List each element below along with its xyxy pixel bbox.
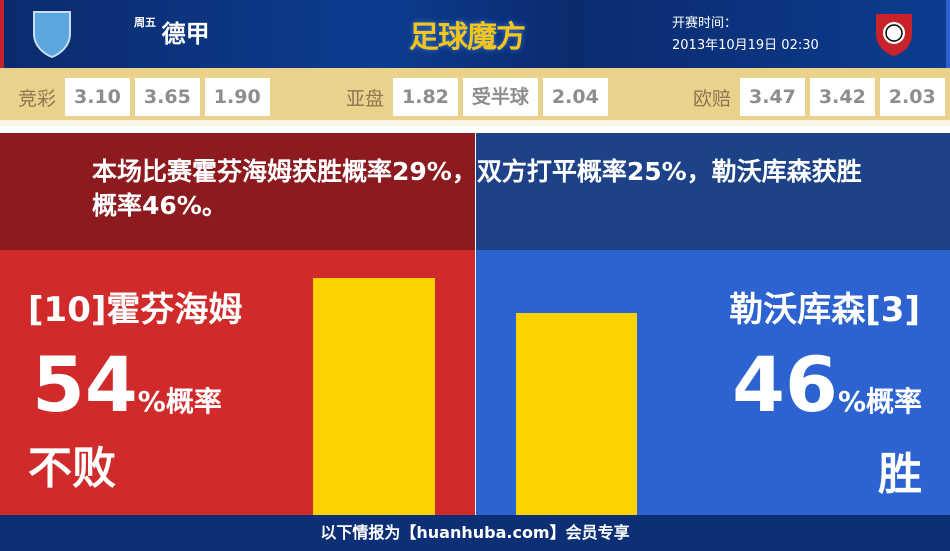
odds-value: 受半球 (462, 78, 538, 116)
weekday: 周五 (134, 16, 156, 29)
away-percent: 46%概率 (732, 340, 922, 429)
home-percent: 54%概率 (32, 340, 222, 429)
away-percent-value: 46 (732, 340, 838, 429)
odds-value: 1.82 (393, 78, 458, 116)
home-team-logo (33, 11, 71, 58)
odds-label: 竞彩 (18, 87, 57, 110)
kickoff: 开赛时间： 2013年10月19日 02:30 (672, 13, 819, 57)
away-percent-unit: %概率 (837, 385, 922, 418)
odds-yapan: 亚盘 1.82 受半球 2.04 (346, 78, 608, 116)
away-result: 胜 (878, 449, 922, 500)
league-name: 德甲 (161, 20, 210, 48)
members-only-banner[interactable]: 以下情报为【huanhuba.com】会员专享 (0, 515, 950, 551)
home-probability-bar (313, 278, 435, 515)
kickoff-time: 2013年10月19日 02:30 (672, 38, 819, 53)
odds-value: 3.42 (809, 78, 875, 116)
odds-value: 3.65 (134, 78, 200, 116)
odds-value: 1.90 (204, 78, 270, 116)
odds-bar: 竞彩 3.10 3.65 1.90 亚盘 1.82 受半球 2.04 欧赔 3.… (0, 68, 950, 126)
home-team-name: [10]霍芬海姆 (28, 290, 243, 330)
summary-bg-home (0, 133, 475, 250)
odds-label: 欧赔 (693, 87, 732, 110)
odds-oupei: 欧赔 3.47 3.42 2.03 (693, 78, 945, 116)
odds-label: 亚盘 (346, 87, 385, 110)
home-percent-value: 54 (32, 340, 138, 429)
summary-bg-away (476, 133, 950, 250)
away-probability-bar (516, 313, 637, 515)
kickoff-label: 开赛时间： (672, 16, 738, 31)
odds-value: 2.04 (542, 78, 608, 116)
odds-jingcai: 竞彩 3.10 3.65 1.90 (18, 78, 270, 116)
odds-value: 3.10 (65, 78, 130, 116)
home-result: 不败 (28, 443, 116, 494)
odds-value: 3.47 (740, 78, 805, 116)
summary-text: 本场比赛霍芬海姆获胜概率29%，双方打平概率25%，勒沃库森获胜概率46%。 (92, 157, 862, 220)
match-header: 周五 德甲 足球魔方 开赛时间： 2013年10月19日 02:30 (0, 0, 950, 68)
odds-value: 2.03 (879, 78, 945, 116)
away-team-logo (876, 14, 912, 56)
home-percent-unit: %概率 (137, 385, 222, 418)
away-team-name: 勒沃库森[3] (729, 290, 920, 330)
brand-logo: 足球魔方 (409, 20, 526, 55)
league: 周五 德甲 (134, 14, 210, 49)
